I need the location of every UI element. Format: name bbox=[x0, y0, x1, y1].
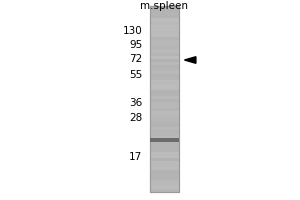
Bar bbox=[150, 62, 178, 65]
Bar bbox=[150, 40, 178, 43]
Bar bbox=[150, 167, 178, 170]
Bar bbox=[150, 105, 178, 108]
Text: 55: 55 bbox=[129, 70, 142, 80]
Bar bbox=[150, 71, 178, 74]
Bar bbox=[150, 102, 178, 105]
Bar bbox=[150, 146, 178, 149]
Bar bbox=[150, 59, 178, 62]
Bar bbox=[150, 183, 178, 186]
Bar bbox=[150, 6, 178, 192]
Bar bbox=[150, 65, 178, 68]
Bar bbox=[150, 18, 178, 21]
Bar bbox=[150, 111, 178, 114]
Bar bbox=[150, 77, 178, 80]
Bar bbox=[150, 139, 178, 142]
Bar bbox=[150, 93, 178, 96]
Text: 130: 130 bbox=[123, 26, 142, 36]
Text: 28: 28 bbox=[129, 113, 142, 123]
Bar bbox=[150, 149, 178, 152]
Bar bbox=[150, 6, 178, 192]
Bar bbox=[150, 56, 178, 59]
Bar bbox=[150, 99, 178, 102]
Bar bbox=[150, 68, 178, 71]
Bar bbox=[150, 124, 178, 127]
Bar bbox=[150, 136, 178, 139]
Bar bbox=[150, 114, 178, 118]
Text: 17: 17 bbox=[129, 152, 142, 162]
Bar bbox=[150, 155, 178, 158]
Text: 36: 36 bbox=[129, 98, 142, 108]
Bar bbox=[150, 52, 178, 56]
Bar bbox=[150, 127, 178, 130]
Bar bbox=[150, 46, 178, 49]
Bar bbox=[150, 31, 178, 34]
Bar bbox=[150, 25, 178, 28]
Bar bbox=[150, 121, 178, 124]
Bar bbox=[150, 133, 178, 136]
Bar bbox=[150, 28, 178, 31]
Bar bbox=[150, 180, 178, 183]
Bar bbox=[150, 9, 178, 12]
Bar bbox=[150, 176, 178, 180]
Bar bbox=[150, 80, 178, 83]
Text: 95: 95 bbox=[129, 40, 142, 50]
Bar bbox=[150, 108, 178, 111]
Bar bbox=[150, 161, 178, 164]
Bar bbox=[150, 12, 178, 15]
Bar bbox=[150, 152, 178, 155]
Bar bbox=[150, 84, 178, 87]
Polygon shape bbox=[184, 57, 196, 63]
Bar bbox=[150, 37, 178, 40]
Bar bbox=[150, 15, 178, 18]
Text: m.spleen: m.spleen bbox=[140, 1, 188, 11]
Bar bbox=[150, 74, 178, 77]
Bar bbox=[150, 87, 178, 90]
Bar bbox=[150, 43, 178, 46]
Bar bbox=[150, 138, 178, 142]
Text: 72: 72 bbox=[129, 54, 142, 64]
Bar bbox=[150, 49, 178, 52]
Bar bbox=[150, 130, 178, 133]
Bar bbox=[150, 142, 178, 146]
Bar bbox=[150, 158, 178, 161]
Bar bbox=[150, 118, 178, 121]
Bar bbox=[150, 90, 178, 93]
Bar bbox=[150, 96, 178, 99]
Bar bbox=[150, 173, 178, 176]
Bar bbox=[150, 189, 178, 192]
Bar bbox=[150, 186, 178, 189]
Bar bbox=[150, 21, 178, 25]
Bar bbox=[150, 6, 178, 9]
Bar bbox=[150, 170, 178, 173]
Bar bbox=[150, 164, 178, 167]
Bar bbox=[150, 34, 178, 37]
